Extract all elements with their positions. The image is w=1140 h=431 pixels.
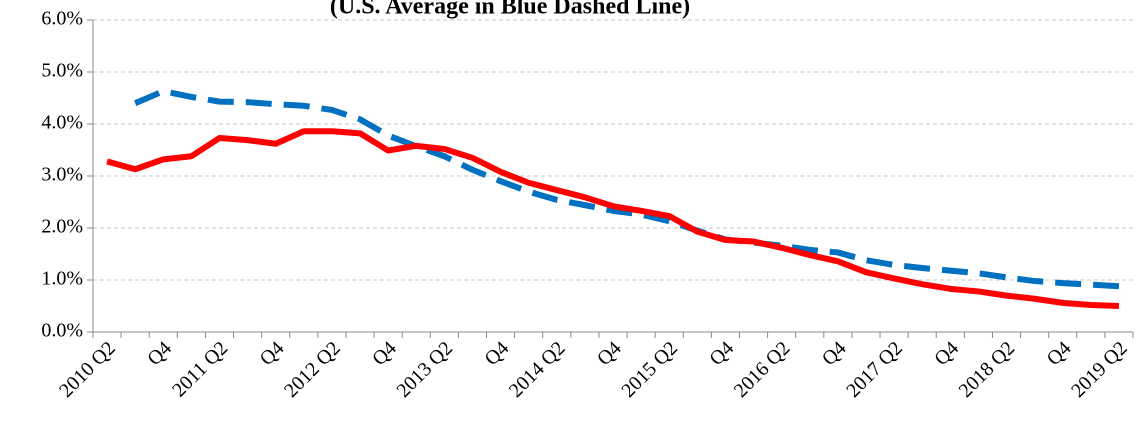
y-tick-label: 2.0% <box>41 216 83 238</box>
x-tick-label: 2015 Q2 <box>617 337 682 402</box>
x-tick-label: 2016 Q2 <box>730 337 795 402</box>
x-tick-label: Q4 <box>930 337 963 370</box>
y-tick-label: 3.0% <box>41 164 83 186</box>
series-line <box>106 128 1120 309</box>
y-tick-label: 5.0% <box>41 60 83 82</box>
x-tick-label: Q4 <box>818 337 851 370</box>
y-tick-label: 1.0% <box>41 268 83 290</box>
x-tick-label: 2019 Q2 <box>1067 337 1132 402</box>
x-tick-label: 2010 Q2 <box>55 337 120 402</box>
x-tick-label: Q4 <box>368 337 401 370</box>
x-tick-label: Q4 <box>593 337 626 370</box>
x-tick-label: 2018 Q2 <box>955 337 1020 402</box>
x-tick-label: Q4 <box>143 337 176 370</box>
x-tick-label: Q4 <box>256 337 289 370</box>
series-line <box>133 88 1120 290</box>
x-tick-label: Q4 <box>1043 337 1076 370</box>
x-tick-label: Q4 <box>481 337 514 370</box>
x-tick-label: Q4 <box>705 337 738 370</box>
y-tick-label: 4.0% <box>41 112 83 134</box>
y-tick-label: 0.0% <box>41 320 83 342</box>
y-tick-label: 6.0% <box>41 8 83 30</box>
chart-title: (U.S. Average in Blue Dashed Line) <box>330 0 690 20</box>
x-tick-label: 2012 Q2 <box>280 337 345 402</box>
x-tick-label: 2013 Q2 <box>392 337 457 402</box>
x-tick-label: 2014 Q2 <box>505 337 570 402</box>
x-tick-label: 2011 Q2 <box>168 337 232 401</box>
x-tick-label: 2017 Q2 <box>842 337 907 402</box>
